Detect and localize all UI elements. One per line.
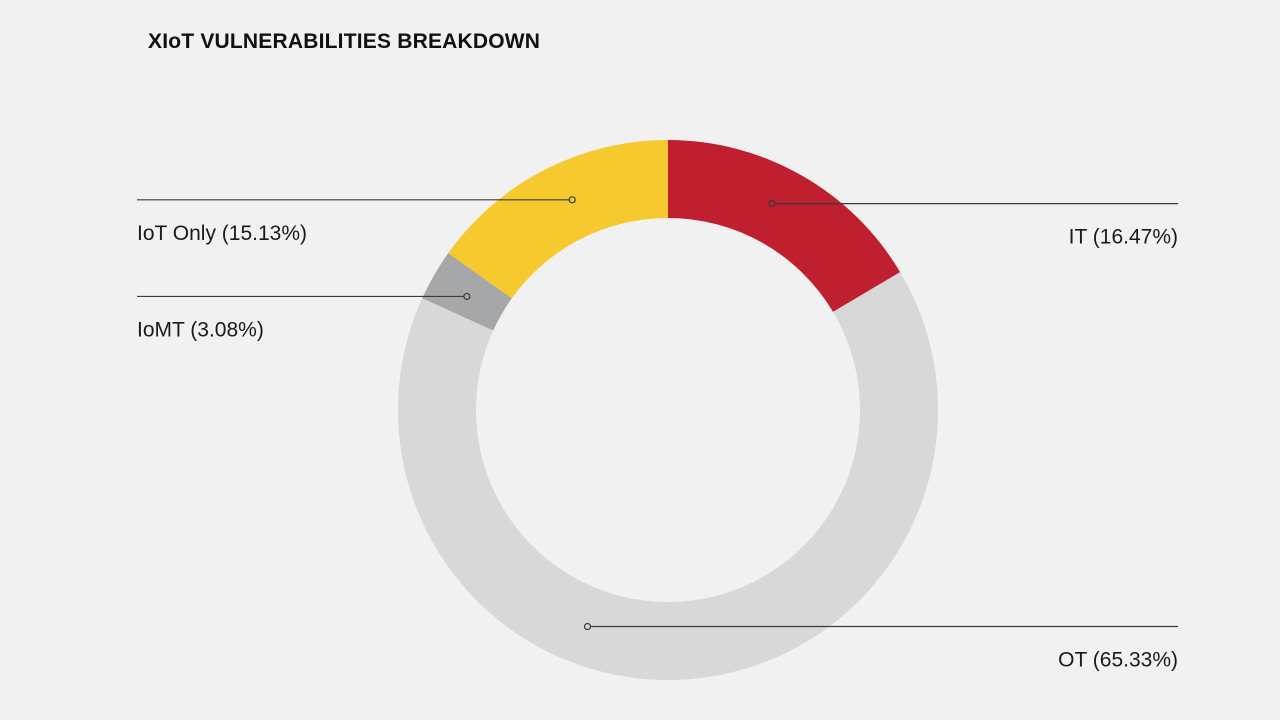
- slice-label-iot-only: IoT Only (15.13%): [137, 222, 307, 245]
- slice-iot-only: [448, 140, 668, 299]
- slice-label-iomt: IoMT (3.08%): [137, 318, 264, 341]
- leader-lines: [137, 196, 1178, 631]
- leader-dot-ot: [583, 622, 592, 631]
- chart-title: XIoT VULNERABILITIES BREAKDOWN: [148, 30, 541, 53]
- slice-labels: IT (16.47%) OT (65.33%) IoMT (3.08%) IoT On…: [137, 222, 1178, 672]
- slice-ot: [397, 272, 938, 680]
- donut-slices: [397, 140, 938, 680]
- slice-it: [668, 140, 901, 312]
- slice-iomt: [422, 253, 512, 331]
- slice-label-ot: OT (65.33%): [1058, 649, 1178, 672]
- slice-label-it: IT (16.47%): [1069, 226, 1178, 249]
- leader-dot-iot-only: [568, 196, 576, 204]
- leader-dot-iomt: [463, 292, 471, 301]
- leader-dot-it: [768, 199, 776, 208]
